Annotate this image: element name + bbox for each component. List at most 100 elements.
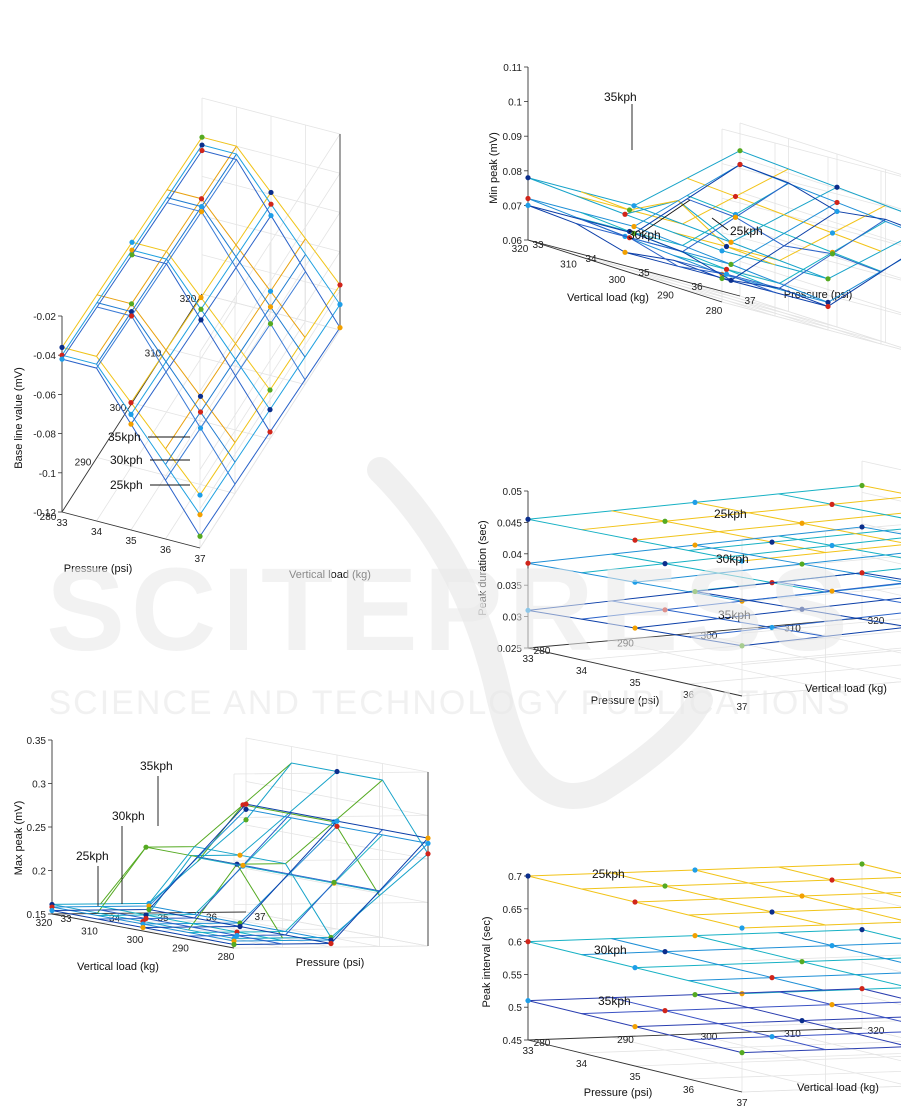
z-tick-label: 0.025 xyxy=(497,644,522,655)
grid-line xyxy=(741,1027,901,1093)
series-line xyxy=(741,987,901,995)
series-line xyxy=(188,829,383,937)
series-line xyxy=(634,957,901,969)
z-tick-label: 0.045 xyxy=(497,518,522,529)
z-tick-label: -0.04 xyxy=(33,351,56,362)
series-line xyxy=(686,198,882,273)
data-point xyxy=(829,943,835,949)
data-point xyxy=(525,202,531,208)
x-tick-label: 37 xyxy=(194,554,206,565)
grid-line xyxy=(96,457,236,494)
data-point xyxy=(234,932,240,939)
data-point xyxy=(662,949,668,955)
series-1 xyxy=(525,524,901,604)
data-point xyxy=(739,1050,745,1056)
y-tick-label: 37 xyxy=(744,296,756,307)
series-line xyxy=(581,942,901,956)
x-tick-label: 290 xyxy=(172,944,189,955)
data-point xyxy=(662,883,668,889)
data-point xyxy=(197,512,203,518)
grid-line xyxy=(741,586,901,665)
z-axis-title: Min peak (mV) xyxy=(488,132,500,204)
series-0 xyxy=(59,134,343,498)
x-tick-label: 300 xyxy=(127,935,144,946)
z-tick-label: 0.2 xyxy=(32,867,46,878)
data-point xyxy=(769,909,775,915)
data-point xyxy=(631,230,637,236)
series-line xyxy=(688,906,901,916)
series-line xyxy=(634,1016,901,1028)
series-annotation: 35kph xyxy=(604,90,637,104)
z-tick-label: 0.5 xyxy=(508,1003,522,1014)
data-point xyxy=(692,867,698,873)
series-line xyxy=(778,991,901,1022)
data-point xyxy=(737,148,743,154)
data-point xyxy=(732,193,739,200)
y-tick-label: 300 xyxy=(701,1032,718,1043)
data-point xyxy=(728,277,734,283)
x-axis-line xyxy=(51,913,235,949)
series-line xyxy=(576,182,789,253)
series-annotation: 25kph xyxy=(110,478,143,492)
series-line xyxy=(97,812,292,920)
y-tick-label: 37 xyxy=(254,912,266,923)
grid-line xyxy=(741,863,901,929)
data-point xyxy=(829,251,836,257)
data-point xyxy=(632,965,638,971)
series-line xyxy=(861,526,901,535)
y-tick-label: 290 xyxy=(617,639,634,650)
data-point xyxy=(799,893,805,899)
z-tick-label: -0.1 xyxy=(39,469,57,480)
data-point xyxy=(525,516,531,522)
data-point xyxy=(626,235,633,241)
x-axis-title: Pressure (psi) xyxy=(64,563,132,575)
series-line xyxy=(96,306,236,485)
x-tick-label: 310 xyxy=(81,927,98,938)
z-tick-label: 0.35 xyxy=(27,736,47,747)
chart-peak_duration: 0.025 0.03 0.035 0.04 0.045 0.05 33 34 35 36 37 280… xyxy=(477,460,901,713)
data-point xyxy=(834,199,840,206)
data-point xyxy=(739,558,745,564)
x-tick-label: 35 xyxy=(125,536,137,547)
data-point xyxy=(231,941,237,948)
data-point xyxy=(829,588,835,594)
data-point xyxy=(737,161,743,168)
data-point xyxy=(525,998,531,1004)
data-point xyxy=(198,317,204,323)
data-point xyxy=(626,207,633,213)
data-point xyxy=(128,301,135,307)
grid-line xyxy=(721,191,901,246)
data-point xyxy=(128,313,135,319)
data-point xyxy=(140,924,146,931)
y-axis-title: Pressure (psi) xyxy=(296,957,364,969)
z-tick-label: 0.035 xyxy=(497,581,522,592)
series-0 xyxy=(525,861,901,931)
series-line xyxy=(688,972,901,982)
z-tick-label: 0.06 xyxy=(503,236,523,247)
data-point xyxy=(425,840,431,846)
grid-line xyxy=(721,295,901,350)
data-point xyxy=(525,873,531,879)
x-tick-label: 310 xyxy=(560,260,577,271)
data-point xyxy=(622,249,628,255)
series-line xyxy=(97,762,292,914)
grid-line xyxy=(741,962,901,1027)
data-point xyxy=(723,266,730,272)
grid-line xyxy=(741,929,901,994)
x-axis-title: Vertical load (kg) xyxy=(77,961,159,973)
data-point xyxy=(267,288,274,294)
series-line xyxy=(197,856,380,892)
series-2 xyxy=(525,986,901,1056)
series-line xyxy=(131,241,271,391)
data-point xyxy=(739,643,745,649)
data-point xyxy=(129,239,135,245)
series-line xyxy=(611,938,826,992)
series-line xyxy=(100,909,283,945)
x-tick-label: 280 xyxy=(218,952,235,963)
series-line xyxy=(581,877,901,890)
z-tick-label: 0.7 xyxy=(508,872,522,883)
grid-line xyxy=(633,267,829,331)
data-point xyxy=(692,499,698,505)
y-tick-label: 33 xyxy=(60,914,72,925)
series-line xyxy=(778,493,901,519)
